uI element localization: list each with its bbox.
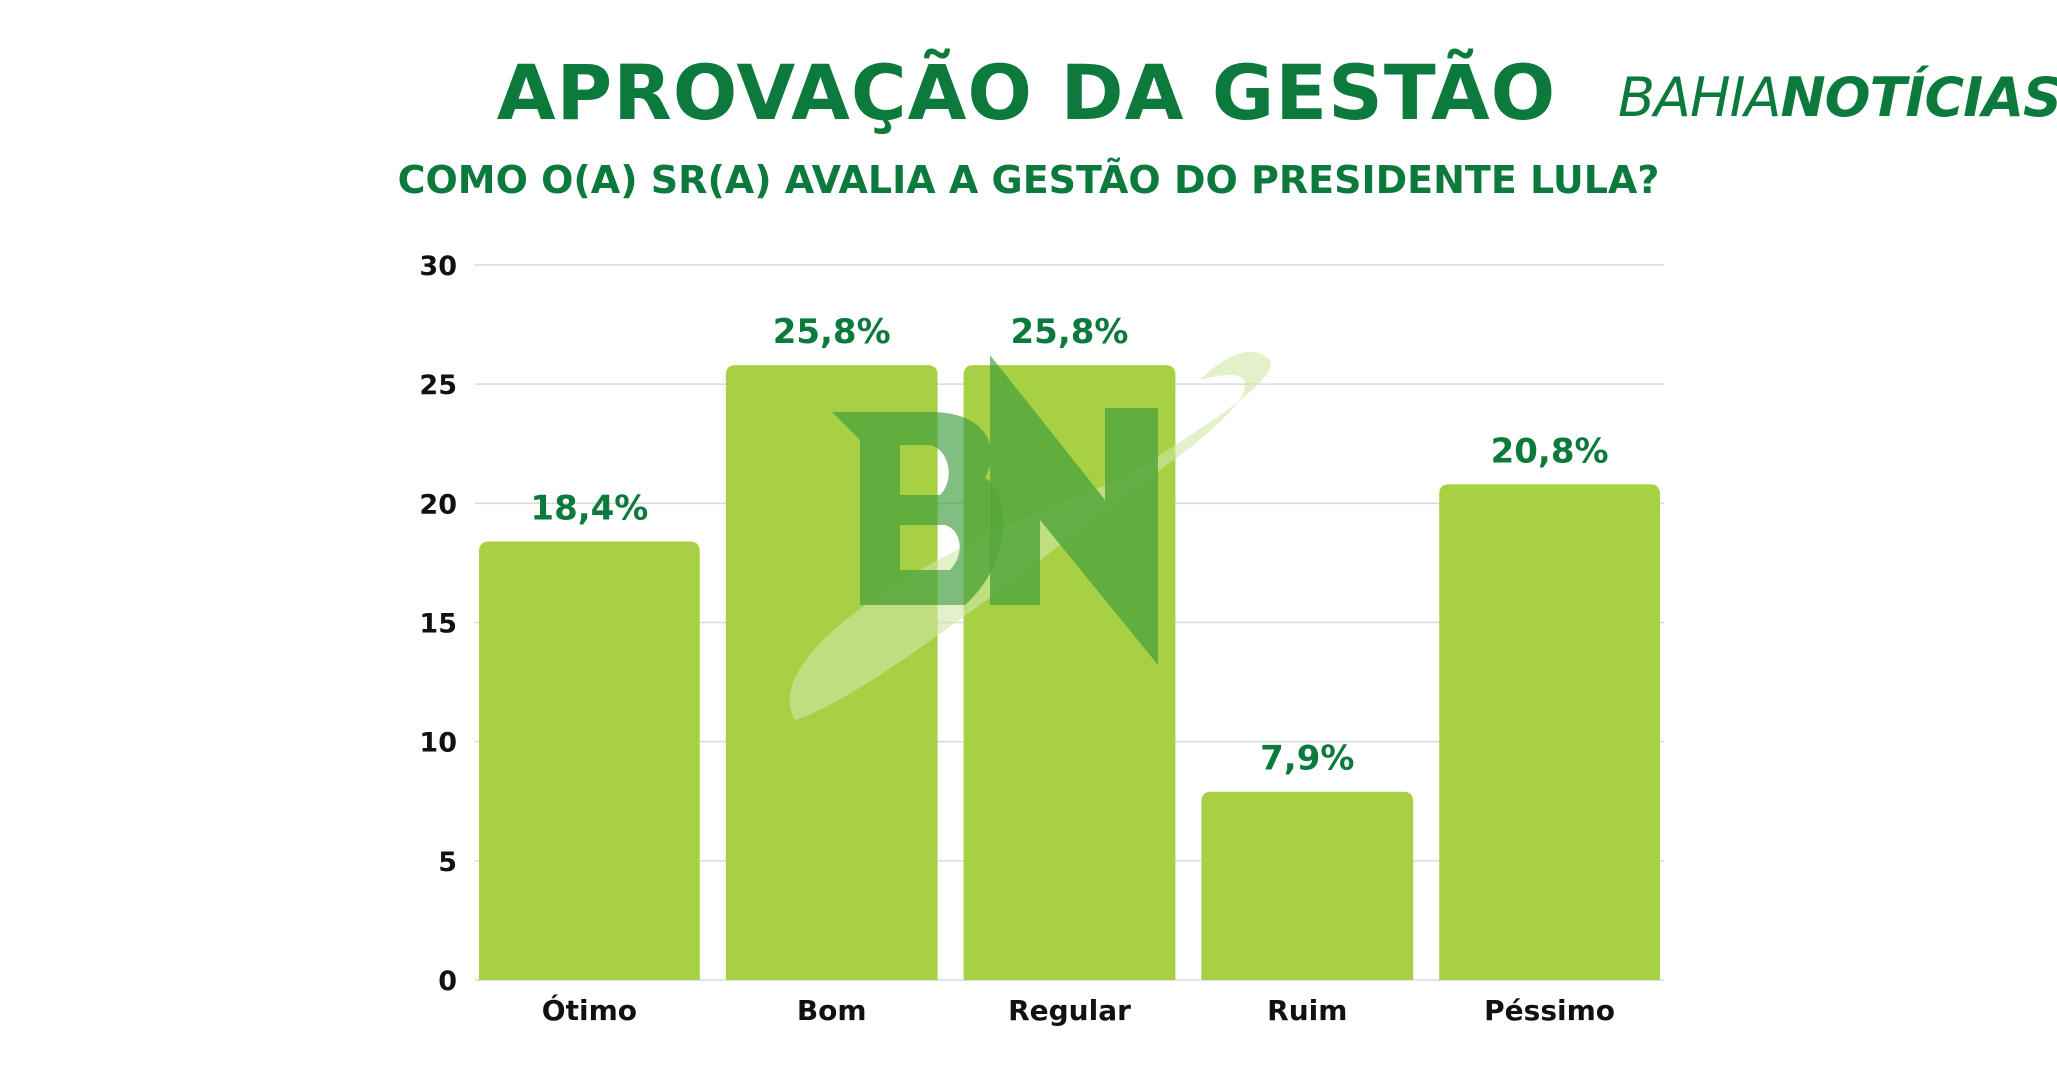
x-category-label: Ótimo <box>542 993 637 1027</box>
x-category-label: Péssimo <box>1484 994 1615 1027</box>
watermark-b <box>832 412 1004 605</box>
data-label: 25,8% <box>773 312 891 352</box>
x-category-label: Ruim <box>1267 994 1347 1027</box>
labels-layer: 0 5 10 15 20 25 30 18,4% Ótimo 25,8% Bom 25,8% Regul… <box>419 251 1615 1027</box>
y-tick-label: 30 <box>419 251 457 282</box>
logo-part-2: NOTÍCIAS <box>1780 66 2057 129</box>
x-category-label: Bom <box>797 994 867 1027</box>
bahia-noticias-logo: BAHIANOTÍCIAS <box>1618 66 2057 129</box>
y-tick-label: 20 <box>419 489 457 520</box>
y-tick-label: 0 <box>438 966 457 997</box>
y-tick-label: 5 <box>438 847 457 878</box>
watermark-n <box>990 355 1158 665</box>
y-tick-label: 25 <box>419 370 457 401</box>
data-label: 7,9% <box>1260 739 1354 779</box>
bar-4 <box>1439 484 1660 980</box>
data-label: 18,4% <box>530 488 648 528</box>
logo-part-1: BAHIA <box>1618 66 1781 129</box>
x-category-label: Regular <box>1008 994 1131 1027</box>
chart-title: APROVAÇÃO DA GESTÃO <box>496 48 1557 137</box>
y-tick-label: 10 <box>419 728 457 759</box>
chart-subtitle: COMO O(A) SR(A) AVALIA A GESTÃO DO PRESI… <box>397 158 1660 202</box>
bar-3 <box>1201 791 1414 980</box>
data-label: 25,8% <box>1011 312 1129 352</box>
y-tick-label: 15 <box>419 609 457 640</box>
bar-0 <box>479 541 700 980</box>
bn-watermark-logo <box>789 351 1271 720</box>
data-label: 20,8% <box>1491 431 1609 471</box>
